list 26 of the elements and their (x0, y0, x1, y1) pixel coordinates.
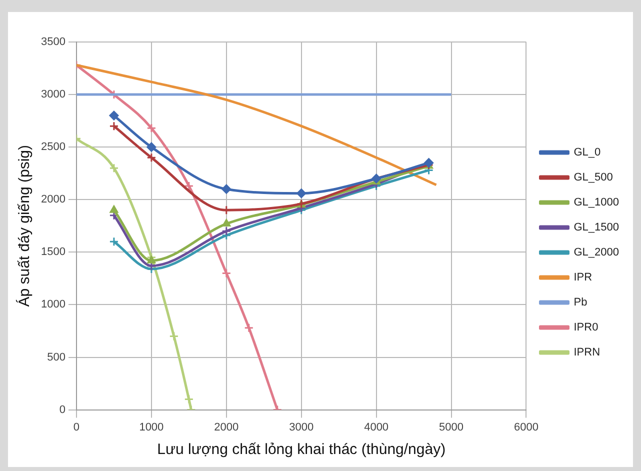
x-tick-label: 0 (73, 421, 80, 434)
legend-label: GL_0 (574, 146, 601, 159)
y-tick-label: 0 (59, 404, 66, 416)
y-tick-label: 2500 (40, 141, 66, 154)
x-tick-label: 1000 (139, 421, 164, 434)
legend-label: GL_2000 (574, 246, 620, 259)
x-axis-title: Lưu lượng chất lỏng khai thác (thùng/ngày) (157, 441, 446, 458)
legend-label: GL_500 (574, 172, 613, 184)
x-tick-label: 3000 (289, 421, 314, 434)
legend-label: IPR0 (574, 322, 598, 334)
x-tick-label: 4000 (364, 421, 389, 434)
legend-label: IPR (574, 272, 592, 284)
legend-label: Pb (574, 296, 588, 309)
x-tick-label: 5000 (439, 421, 464, 434)
legend-label: IPRN (574, 346, 600, 359)
y-tick-label: 500 (47, 351, 66, 364)
y-tick-label: 2000 (40, 194, 66, 206)
y-tick-label: 3000 (40, 88, 66, 101)
y-axis-title: Áp suất đáy giếng (psig) (15, 145, 34, 307)
y-tick-label: 1000 (40, 298, 66, 311)
y-tick-label: 3500 (40, 36, 66, 48)
y-tick-label: 1500 (40, 246, 66, 258)
x-tick-label: 2000 (214, 421, 239, 434)
legend-label: GL_1000 (574, 196, 620, 209)
x-tick-label: 6000 (514, 421, 538, 434)
legend-label: GL_1500 (574, 222, 620, 234)
